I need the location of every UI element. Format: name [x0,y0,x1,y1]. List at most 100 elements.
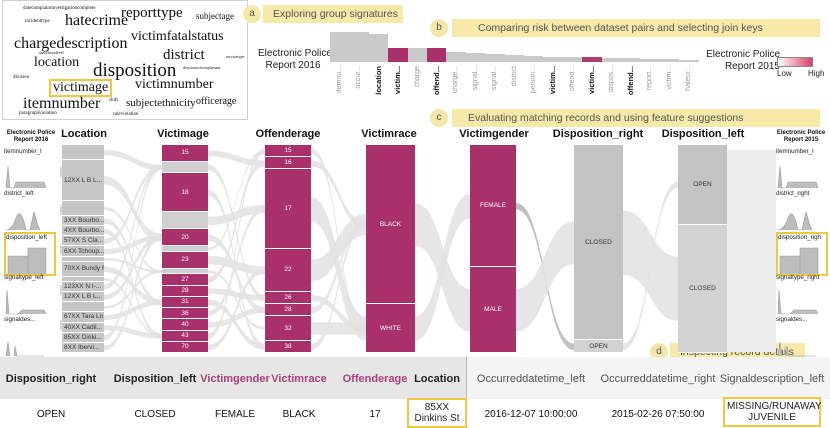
join-key-bar[interactable] [446,52,466,62]
axis-title[interactable]: Offenderage [255,128,321,140]
word-divisionsofcomplainant[interactable]: divisionsofcomplainant [183,65,221,70]
axis-segment[interactable]: 15 [162,145,208,162]
join-key-bar[interactable] [349,32,369,62]
join-key-bar[interactable] [601,58,621,62]
word-district[interactable]: district [163,47,205,63]
axis-segment[interactable]: 57XX S Cla... [62,236,104,247]
feature-item[interactable]: district_left [4,190,56,234]
axis-segment[interactable]: 20 [162,229,208,247]
axis-segment[interactable] [162,246,208,252]
axis-segment[interactable]: 3XX Bourbo... [62,216,104,227]
axis-segment[interactable]: 17 [265,169,311,249]
axis-segment[interactable]: 31 [162,296,208,309]
table-column-header[interactable]: Occurreddatetime_right [600,373,716,385]
join-key-bar[interactable] [562,57,583,62]
word-victimfatalstatus[interactable]: victimfatalstatus [131,29,224,44]
axis-segment[interactable]: 8XX Ibervi... [62,342,104,353]
word-itemnumber[interactable]: itemnumber [23,95,101,112]
feature-item[interactable]: signaltype_right [776,274,828,318]
feature-item[interactable]: district_right [776,190,828,234]
word-incidenttype[interactable]: incidenttype [25,19,50,24]
word-disposition[interactable]: disposition [93,60,177,81]
join-key-bar[interactable] [407,48,427,62]
axis-segment[interactable]: 123XX N I-... [62,281,104,293]
feature-item[interactable]: signaldes... [776,316,828,360]
table-column-header[interactable]: Victimgender [200,373,270,385]
feature-item[interactable]: itemnumber_l [4,148,56,192]
axis-segment[interactable]: 70XX Bundy Rd [62,261,104,277]
join-key-bar[interactable] [659,59,680,62]
axis-segment[interactable]: BLACK [366,145,415,305]
table-column-header[interactable]: Occurreddatetime_left [476,373,586,385]
axis-segment[interactable]: 6XX Tchoup... [62,246,104,257]
word-paragraphviolation[interactable]: paragraphviolation [19,111,57,116]
word-chargedescription[interactable]: chargedescription [14,35,128,52]
table-column-header[interactable]: Disposition_right [5,373,97,385]
feature-item[interactable]: disposition_righ [776,232,828,276]
axis-title[interactable]: Victimage [157,128,209,140]
word-reporttype[interactable]: reporttype [121,5,183,21]
axis-segment[interactable] [162,212,208,230]
axis-segment[interactable]: 27 [162,274,208,286]
join-key-bar[interactable] [504,55,524,62]
axis-segment[interactable] [62,276,104,282]
feature-item[interactable]: itemnumber_r [776,148,828,192]
word-subjectethnicity[interactable]: subjectethnicity [126,97,196,109]
axis-segment[interactable]: 38 [265,340,311,353]
axis-title[interactable]: Disposition_left [661,128,745,140]
axis-segment[interactable]: 16 [265,157,311,170]
axis-segment[interactable]: FEMALE [470,145,516,268]
axis-segment[interactable] [62,256,104,262]
word-officerage[interactable]: officerage [196,96,237,107]
word-victimage[interactable]: victimage [49,79,113,97]
axis-segment[interactable]: 70 [162,341,208,353]
axis-segment[interactable]: 28 [162,285,208,297]
axis-segment[interactable]: CLOSED [678,224,727,353]
axis-title[interactable]: Disposition_right [552,128,644,140]
axis-segment[interactable]: 67XX Tara Ln [62,312,104,323]
axis-segment[interactable]: 12XX L B L... [62,292,104,303]
axis-segment[interactable]: 26 [265,291,311,305]
axis-title[interactable]: Victimgender [459,128,529,140]
axis-segment[interactable]: OPEN [678,145,727,225]
axis-segment[interactable]: 40XX Cadil... [62,322,104,333]
word-subjectage[interactable]: subjectage [196,11,234,21]
table-column-header[interactable]: Signaldescription_left [719,373,825,385]
feature-item[interactable]: disposition_left [4,232,56,276]
axis-segment[interactable]: 23 [162,251,208,269]
feature-item[interactable]: signaldes... [4,316,56,360]
join-key-bar[interactable] [640,59,660,62]
join-key-bar[interactable] [388,48,408,62]
join-key-bar[interactable] [330,32,350,62]
axis-segment[interactable]: 18 [162,173,208,213]
join-key-bar[interactable] [621,58,641,62]
word-useofforcelevel[interactable]: useofforcelevel [39,50,64,55]
join-key-bar[interactable] [582,57,602,62]
word-servicetype[interactable]: servicetype [226,54,245,59]
axis-segment[interactable]: 36 [162,308,208,320]
axis-segment[interactable]: 85XX Dinki... [62,332,104,343]
word-ruleviolation[interactable]: ruleviolation [113,112,139,117]
word-datecomplaintinvestigationcomplete[interactable]: datecomplaintinvestigationcomplete [23,6,96,11]
axis-segment[interactable] [62,200,104,217]
word-location[interactable]: location [34,55,80,70]
axis-segment[interactable]: CLOSED [574,145,623,341]
axis-segment[interactable]: 4XX Bourbo... [62,226,104,237]
word-shift[interactable]: shift [109,98,118,103]
join-key-bar[interactable] [465,53,486,62]
table-column-header[interactable]: Location [414,373,460,385]
join-key-bar[interactable] [679,60,699,62]
table-column-header[interactable]: Offenderage [342,373,408,385]
word-division[interactable]: division [13,75,30,80]
axis-segment[interactable]: 22 [265,249,311,292]
axis-segment[interactable] [162,161,208,174]
axis-segment[interactable] [162,268,208,275]
word-victimnumber[interactable]: victimnumber [135,77,214,92]
axis-title[interactable]: Victimrace [361,128,417,140]
axis-title[interactable]: Location [61,128,107,140]
join-key-bar[interactable] [427,48,447,62]
axis-segment[interactable]: 15 [265,145,311,158]
axis-segment[interactable] [62,145,104,161]
axis-segment[interactable]: OPEN [574,340,623,353]
axis-segment[interactable]: MALE [470,267,516,353]
